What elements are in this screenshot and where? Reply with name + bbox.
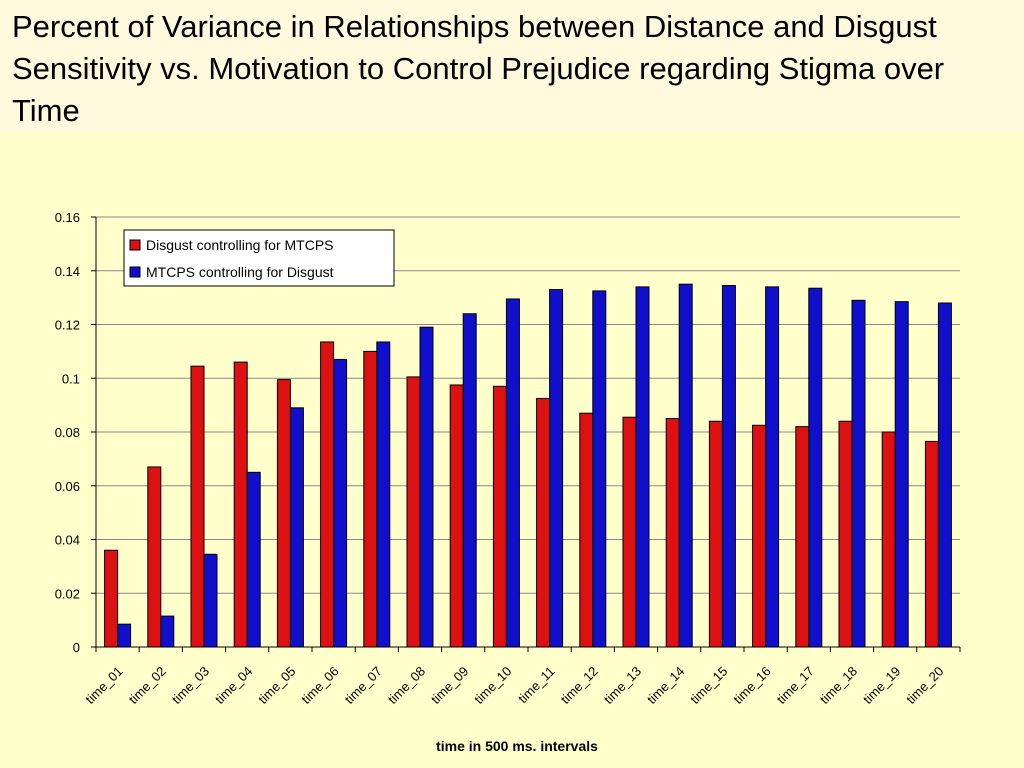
x-tick-label: time_09 — [428, 664, 471, 707]
bar-disgust-time_05 — [276, 379, 291, 648]
x-tick-label: time_06 — [298, 664, 341, 707]
bar-mtcps-time_06 — [333, 358, 348, 648]
x-tick-label: time_04 — [212, 664, 255, 707]
bar-disgust-time_04 — [233, 361, 248, 648]
bar-disgust-time_12 — [579, 412, 594, 648]
title-band — [0, 0, 1024, 132]
bar-disgust-time_17 — [795, 426, 810, 648]
bar-mtcps-time_05 — [289, 407, 304, 648]
legend: Disgust controlling for MTCPS MTCPS contr… — [123, 229, 395, 287]
bar-disgust-time_10 — [492, 385, 507, 648]
bars — [104, 283, 952, 648]
legend-swatch — [129, 239, 141, 251]
bar-mtcps-time_20 — [937, 302, 952, 648]
bar-mtcps-time_01 — [117, 623, 132, 648]
x-tick-label: time_07 — [342, 664, 385, 707]
bar-disgust-time_07 — [363, 350, 378, 648]
bar-mtcps-time_11 — [549, 289, 564, 648]
legend-label: Disgust controlling for MTCPS — [146, 237, 334, 253]
bar-disgust-time_20 — [924, 440, 939, 648]
x-tick-label: time_17 — [774, 664, 817, 707]
axes — [91, 216, 961, 652]
x-tick-label: time_14 — [644, 664, 687, 707]
bar-disgust-time_08 — [406, 376, 421, 648]
x-tick-label: time_03 — [169, 664, 212, 707]
x-tick-label: time_19 — [860, 664, 903, 707]
bar-mtcps-time_04 — [246, 471, 261, 648]
bar-mtcps-time_07 — [376, 341, 391, 648]
bar-mtcps-time_12 — [592, 290, 607, 648]
bar-mtcps-time_13 — [635, 286, 650, 648]
y-tick-label: 0.02 — [55, 586, 80, 601]
x-tick-label: time_16 — [730, 664, 773, 707]
bar-disgust-time_01 — [104, 549, 119, 648]
legend-box — [123, 229, 395, 287]
y-tick-label: 0.04 — [55, 533, 80, 548]
y-tick-label: 0.16 — [55, 210, 80, 225]
bar-disgust-time_19 — [881, 431, 896, 648]
bar-disgust-time_02 — [147, 466, 162, 648]
bar-mtcps-time_09 — [462, 313, 477, 648]
x-axis-title: time in 500 ms. intervals — [436, 738, 598, 754]
bar-disgust-time_06 — [320, 341, 335, 648]
x-tick-label: time_11 — [515, 664, 558, 707]
y-tick-label: 0.1 — [62, 371, 80, 386]
x-tick-label: time_20 — [903, 664, 946, 707]
x-tick-label: time_18 — [817, 664, 860, 707]
y-tick-label: 0.14 — [55, 264, 80, 279]
x-tick-label: time_05 — [255, 664, 298, 707]
bar-mtcps-time_19 — [894, 301, 909, 648]
bar-disgust-time_16 — [752, 424, 767, 648]
bar-mtcps-time_17 — [808, 287, 823, 648]
x-tick-label: time_10 — [471, 664, 514, 707]
y-tick-label: 0 — [73, 640, 80, 655]
bar-mtcps-time_10 — [505, 298, 520, 648]
bar-mtcps-time_08 — [419, 326, 434, 648]
bar-disgust-time_09 — [449, 384, 464, 648]
bar-mtcps-time_03 — [203, 553, 218, 648]
slide-title: Percent of Variance in Relationships bet… — [12, 9, 945, 128]
bar-mtcps-time_16 — [765, 286, 780, 648]
legend-swatch — [129, 266, 141, 278]
y-tick-labels: 0 0.02 0.04 0.06 0.08 0.1 0.12 0.14 0.16 — [55, 210, 80, 655]
bar-mtcps-time_02 — [160, 615, 175, 648]
legend-label: MTCPS controlling for Disgust — [146, 264, 334, 280]
bar-disgust-time_03 — [190, 365, 205, 648]
x-tick-label: time_15 — [687, 664, 730, 707]
bar-mtcps-time_15 — [721, 285, 736, 648]
bar-disgust-time_15 — [708, 420, 723, 648]
x-tick-label: time_12 — [558, 664, 601, 707]
bar-disgust-time_14 — [665, 418, 680, 648]
bar-mtcps-time_14 — [678, 283, 693, 648]
y-tick-label: 0.06 — [55, 479, 80, 494]
x-tick-label: time_13 — [601, 664, 644, 707]
x-tick-labels: time_01 time_02 time_03 time_04 time_05 time_… — [82, 664, 946, 707]
x-tick-label: time_01 — [82, 664, 125, 707]
y-tick-label: 0.12 — [55, 318, 80, 333]
bar-disgust-time_11 — [536, 397, 551, 648]
bar-disgust-time_13 — [622, 416, 637, 648]
bar-mtcps-time_18 — [851, 299, 866, 648]
x-tick-label: time_08 — [385, 664, 428, 707]
y-tick-label: 0.08 — [55, 425, 80, 440]
x-tick-label: time_02 — [126, 664, 169, 707]
bar-disgust-time_18 — [838, 420, 853, 648]
